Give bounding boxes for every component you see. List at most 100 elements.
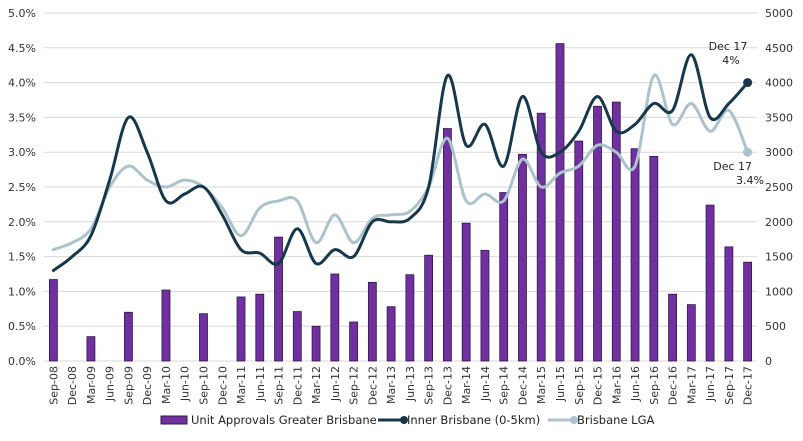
x-tick-label: Jun-11 bbox=[254, 366, 267, 402]
bar-Mar-10 bbox=[161, 289, 171, 362]
x-tick-label: Sep-12 bbox=[348, 366, 361, 405]
right-axis-ticks: 0 500 1000 1500 2000 2500 3000 3500 4000 4500 5000 bbox=[765, 7, 793, 368]
legend-swatch-lga-marker bbox=[570, 416, 578, 424]
bar-Sep-12 bbox=[349, 321, 358, 362]
bar-Sep-16 bbox=[649, 155, 659, 362]
right-tick-label: 1500 bbox=[765, 251, 793, 264]
legend-swatch-inner-marker bbox=[400, 416, 408, 424]
x-tick-label: Dec-11 bbox=[291, 366, 304, 405]
bar-Sep-09 bbox=[124, 311, 133, 362]
x-tick-label: Dec-15 bbox=[592, 366, 605, 405]
x-tick-label: Sep-16 bbox=[648, 366, 661, 405]
left-axis-ticks: 0.0% 0.5% 1.0% 1.5% 2.0% 2.5% 3.0% 3.5% 4.0% 4.5%… bbox=[8, 7, 36, 368]
annotation-inner-dec17: Dec 17 4% bbox=[709, 40, 748, 67]
left-tick-label: 5.0% bbox=[8, 7, 36, 20]
legend-item-unit-approvals: Unit Approvals Greater Brisbane bbox=[160, 413, 377, 427]
line-series bbox=[51, 53, 753, 273]
bar-Sep-11 bbox=[274, 236, 283, 362]
bar-Dec-13 bbox=[443, 128, 452, 362]
bar-Mar-17 bbox=[686, 304, 696, 362]
x-tick-label: Jun-16 bbox=[629, 366, 642, 402]
bar-Jun-14 bbox=[480, 249, 490, 362]
bar-Dec-12 bbox=[367, 281, 377, 362]
legend: Unit Approvals Greater Brisbane Inner Br… bbox=[160, 413, 654, 427]
left-tick-label: 2.5% bbox=[8, 181, 36, 194]
right-tick-label: 4500 bbox=[765, 42, 793, 55]
left-tick-label: 1.5% bbox=[8, 251, 36, 264]
left-tick-label: 0.5% bbox=[8, 320, 36, 333]
x-tick-label: Sep-14 bbox=[498, 366, 511, 405]
x-tick-label: Dec-10 bbox=[216, 366, 229, 405]
bar-series bbox=[48, 43, 753, 362]
x-tick-label: Dec-14 bbox=[516, 366, 529, 405]
x-tick-label: Sep-10 bbox=[197, 366, 210, 405]
bar-Dec-17 bbox=[743, 261, 753, 362]
x-tick-label: Jun-13 bbox=[404, 366, 417, 402]
x-tick-label: Mar-15 bbox=[535, 366, 548, 404]
bar-Sep-17 bbox=[724, 246, 734, 362]
x-tick-label: Mar-14 bbox=[460, 366, 473, 404]
bar-Dec-14 bbox=[518, 153, 527, 362]
line-inner-brisbane bbox=[51, 53, 750, 273]
bar-Jun-17 bbox=[705, 204, 715, 362]
annotation-inner-line1: Dec 17 bbox=[709, 40, 748, 53]
x-tick-label: Mar-13 bbox=[385, 366, 398, 404]
bar-Jun-16 bbox=[630, 148, 640, 362]
legend-item-brisbane-lga: Brisbane LGA bbox=[548, 413, 654, 427]
x-tick-label: Jun-17 bbox=[704, 366, 717, 402]
x-tick-label: Sep-08 bbox=[47, 366, 60, 405]
right-tick-label: 3000 bbox=[765, 146, 793, 159]
right-tick-label: 0 bbox=[765, 355, 772, 368]
annotation-inner-line2: 4% bbox=[722, 54, 739, 67]
right-tick-label: 1000 bbox=[765, 285, 793, 298]
bar-Mar-12 bbox=[311, 325, 321, 362]
x-tick-label: Dec-08 bbox=[66, 366, 79, 405]
bar-Mar-14 bbox=[461, 222, 471, 362]
right-tick-label: 4000 bbox=[765, 77, 793, 90]
bar-Dec-16 bbox=[668, 293, 677, 362]
legend-label-inner-brisbane: Inner Brisbane (0-5km) bbox=[407, 413, 540, 427]
legend-label-unit-approvals: Unit Approvals Greater Brisbane bbox=[191, 413, 377, 427]
x-tick-label: Sep-17 bbox=[723, 366, 736, 405]
bar-Jun-15 bbox=[555, 43, 565, 362]
legend-label-brisbane-lga: Brisbane LGA bbox=[577, 413, 654, 427]
bar-Mar-13 bbox=[386, 306, 396, 362]
bar-Jun-11 bbox=[255, 293, 265, 362]
left-tick-label: 0.0% bbox=[8, 355, 36, 368]
bar-Sep-08 bbox=[48, 279, 58, 362]
x-tick-label: Dec-09 bbox=[141, 366, 154, 405]
left-tick-label: 3.0% bbox=[8, 146, 36, 159]
right-tick-label: 2000 bbox=[765, 216, 793, 229]
bar-Sep-10 bbox=[199, 313, 208, 362]
left-tick-label: 2.0% bbox=[8, 216, 36, 229]
x-tick-label: Dec-16 bbox=[667, 366, 680, 405]
annotation-lga-line2: 3.4% bbox=[736, 174, 764, 187]
x-tick-label: Mar-11 bbox=[235, 366, 248, 404]
bar-Dec-11 bbox=[292, 311, 302, 362]
x-tick-label: Sep-09 bbox=[122, 366, 135, 405]
x-tick-label: Dec-13 bbox=[441, 366, 454, 405]
left-tick-label: 4.0% bbox=[8, 77, 36, 90]
x-tick-label: Sep-15 bbox=[573, 366, 586, 405]
x-tick-label: Sep-13 bbox=[423, 366, 436, 405]
left-tick-label: 1.0% bbox=[8, 285, 36, 298]
x-tick-label: Jun-15 bbox=[554, 366, 567, 402]
bar-Mar-16 bbox=[611, 101, 621, 362]
bar-Sep-15 bbox=[574, 140, 584, 362]
right-tick-label: 2500 bbox=[765, 181, 793, 194]
bar-Sep-13 bbox=[424, 254, 434, 362]
x-tick-label: Jun-14 bbox=[479, 366, 492, 402]
marker-lga-dec17 bbox=[743, 147, 753, 157]
bar-Jun-13 bbox=[405, 274, 415, 362]
x-tick-label: Mar-17 bbox=[685, 366, 698, 404]
bar-Dec-15 bbox=[593, 105, 602, 362]
bar-Jun-12 bbox=[330, 273, 340, 362]
bar-Mar-11 bbox=[236, 296, 246, 362]
x-tick-label: Jun-10 bbox=[179, 366, 192, 402]
left-tick-label: 3.5% bbox=[8, 111, 36, 124]
annotation-lga-line1: Dec 17 bbox=[713, 160, 752, 173]
bar-Mar-09 bbox=[86, 336, 96, 362]
legend-swatch-bar bbox=[160, 415, 188, 425]
bar-Sep-14 bbox=[499, 192, 509, 362]
